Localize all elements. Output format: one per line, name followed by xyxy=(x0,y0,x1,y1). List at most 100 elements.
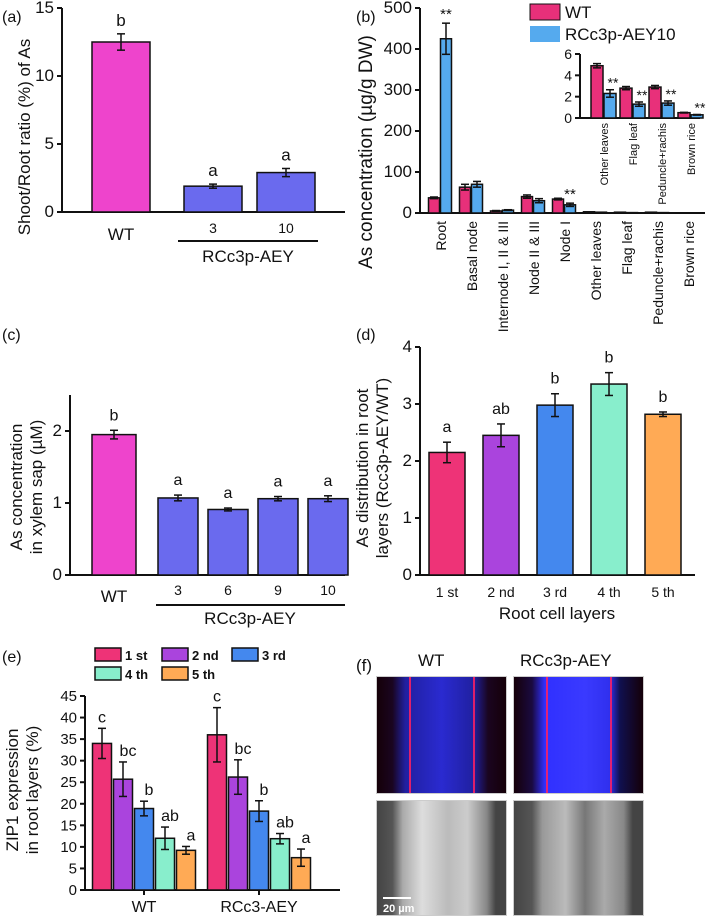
panel-b-x-label: Node I xyxy=(557,221,573,262)
panel-e-letter: b xyxy=(145,782,154,799)
panel-c-letter: a xyxy=(274,474,283,491)
panel-b-bar-wt xyxy=(551,198,565,214)
panel-b-bar-wt xyxy=(582,211,596,214)
panel-c-y-tick-label: 2 xyxy=(53,421,62,440)
panel-c-y-tick-label: 0 xyxy=(53,565,62,584)
panel-e-legend-swatch xyxy=(231,647,259,662)
panel-b-inset-significance: ** xyxy=(666,86,677,102)
panel-b-legend-swatch xyxy=(530,26,560,42)
panel-b-y-axis-label: As concentration (µg/g DW) xyxy=(356,35,377,269)
panel-b-inset-bar-wt xyxy=(619,87,633,119)
panel-b-inset-y-tick-label: 0 xyxy=(564,110,572,126)
panel-b-bar-aey xyxy=(594,211,608,214)
panel-b-inset-bar-wt xyxy=(590,64,604,119)
panel-c-x-label: 10 xyxy=(320,582,336,598)
panel-c-bar xyxy=(257,497,299,576)
panel-c-letter: a xyxy=(224,485,233,502)
panel-d-bar xyxy=(590,383,628,576)
panel-b-bar-wt xyxy=(613,211,627,214)
panel-e-y-tick-label: 25 xyxy=(60,774,77,791)
panel-d-x-label: 1 st xyxy=(436,584,459,600)
panel-e-y-tick-label: 30 xyxy=(60,753,77,770)
panel-e-y-tick-label: 40 xyxy=(60,710,77,727)
panel-e-x-label: RCc3-AEY xyxy=(220,899,298,916)
panel-e-letter: ab xyxy=(276,815,294,832)
panel-c-x-label: 9 xyxy=(274,582,282,598)
panel-e-y-tick-label: 20 xyxy=(60,796,77,813)
panel-b-y-tick-label: 500 xyxy=(384,0,412,17)
panel-a-y-axis-label: Shoot/Root ratio (%) of As xyxy=(15,39,34,236)
panel-b-x-label: Other leaves xyxy=(588,221,604,300)
panel-e-y-tick-label: 35 xyxy=(60,731,77,748)
panel-e-letter: a xyxy=(187,827,196,844)
panel-a-y-tick-label: 15 xyxy=(35,0,54,17)
panel-d-letter: b xyxy=(605,350,614,367)
panel-d-letter: b xyxy=(551,371,560,388)
panel-e-letter: b xyxy=(260,782,269,799)
panel-e-x-label: WT xyxy=(132,899,157,916)
panel-e-bar xyxy=(133,807,155,891)
panel-a-letter: b xyxy=(116,11,125,30)
panel-b-legend-label: RCc3p-AEY10 xyxy=(565,25,676,44)
panel-e-y-tick-label: 15 xyxy=(60,817,77,834)
panel-d-y-axis-label: As distribution in root xyxy=(353,388,372,547)
panel-d-x-label: 5 th xyxy=(651,584,674,600)
panel-e-legend-label: 2 nd xyxy=(192,648,219,663)
panel-e-bar xyxy=(269,837,291,891)
panel-c-x-label: 3 xyxy=(174,582,182,598)
panel-c-group-label: RCc3p-AEY xyxy=(204,609,296,628)
panel-f-label: (f) xyxy=(356,656,373,675)
panel-c-x-label: WT xyxy=(101,587,127,606)
panel-b-inset-y-tick-label: 2 xyxy=(564,89,572,105)
panel-e-letter: a xyxy=(302,830,311,847)
panel-d-y-axis-label: layers (Rcc3p-AEY/WT) xyxy=(373,378,392,558)
panel-b-x-label: Root xyxy=(433,221,449,251)
panel-b-inset-significance: ** xyxy=(637,87,648,103)
panel-c-bar xyxy=(207,508,249,576)
panel-a-y-tick-label: 5 xyxy=(45,134,54,153)
panel-b-inset-x-label: Peduncle+rachis xyxy=(657,123,669,205)
panel-b-legend-swatch xyxy=(529,3,561,21)
panel-e-legend-swatch xyxy=(161,666,189,681)
panel-e-y-tick-label: 0 xyxy=(69,882,77,899)
panel-b-bar-aey xyxy=(470,183,484,214)
panel-a-x-label: 3 xyxy=(209,220,217,236)
panel-d-x-label: 2 nd xyxy=(487,584,514,600)
panel-a-x-label: WT xyxy=(108,225,134,244)
panel-c-y-tick-label: 1 xyxy=(53,493,62,512)
panel-b-bar-wt xyxy=(427,197,441,214)
panel-d-letter: b xyxy=(659,389,668,406)
panel-a-bar xyxy=(91,41,151,213)
panel-e-legend-label: 1 st xyxy=(125,648,148,663)
brightfield-image-wt: 20 µm xyxy=(376,800,507,916)
panel-a-letter: a xyxy=(281,145,291,164)
panel-a-x-label: 10 xyxy=(278,220,294,236)
panel-d-bar xyxy=(536,404,574,576)
panel-b-x-label: Flag leaf xyxy=(619,221,635,275)
panel-e-legend-label: 5 th xyxy=(192,667,215,682)
panel-b-x-label: Peduncle+rachis xyxy=(650,221,666,325)
panel-e-legend-swatch xyxy=(161,647,189,662)
panel-e-letter: c xyxy=(98,709,106,726)
panel-a-y-tick-label: 0 xyxy=(45,202,54,221)
panel-b-y-tick-label: 200 xyxy=(384,121,412,140)
panel-b-y-tick-label: 0 xyxy=(403,203,412,222)
panel-d-bar xyxy=(644,413,682,576)
panel-b-x-label: Node II & III xyxy=(526,221,542,295)
panel-b-inset-bar-wt xyxy=(648,86,662,119)
panel-c-label: (c) xyxy=(2,327,21,344)
panel-e-bar xyxy=(175,849,197,891)
panel-b-inset-y-tick-label: 6 xyxy=(564,46,572,62)
panel-d-y-tick-label: 3 xyxy=(403,394,412,413)
panel-e-legend-swatch xyxy=(94,666,122,681)
panel-b-label: (b) xyxy=(356,9,376,26)
panel-b-inset-significance: ** xyxy=(608,75,619,91)
panel-c-y-axis-label: in xylem sap (µM) xyxy=(27,420,46,554)
panel-f-col-wt: WT xyxy=(418,651,445,670)
panel-d-x-axis-label: Root cell layers xyxy=(499,604,615,623)
panel-b-inset-significance: ** xyxy=(695,99,706,115)
panel-b-x-label: Internode I, II & III xyxy=(495,221,511,332)
panel-e-legend-swatch xyxy=(94,647,122,662)
scale-bar-label: 20 µm xyxy=(383,903,415,915)
